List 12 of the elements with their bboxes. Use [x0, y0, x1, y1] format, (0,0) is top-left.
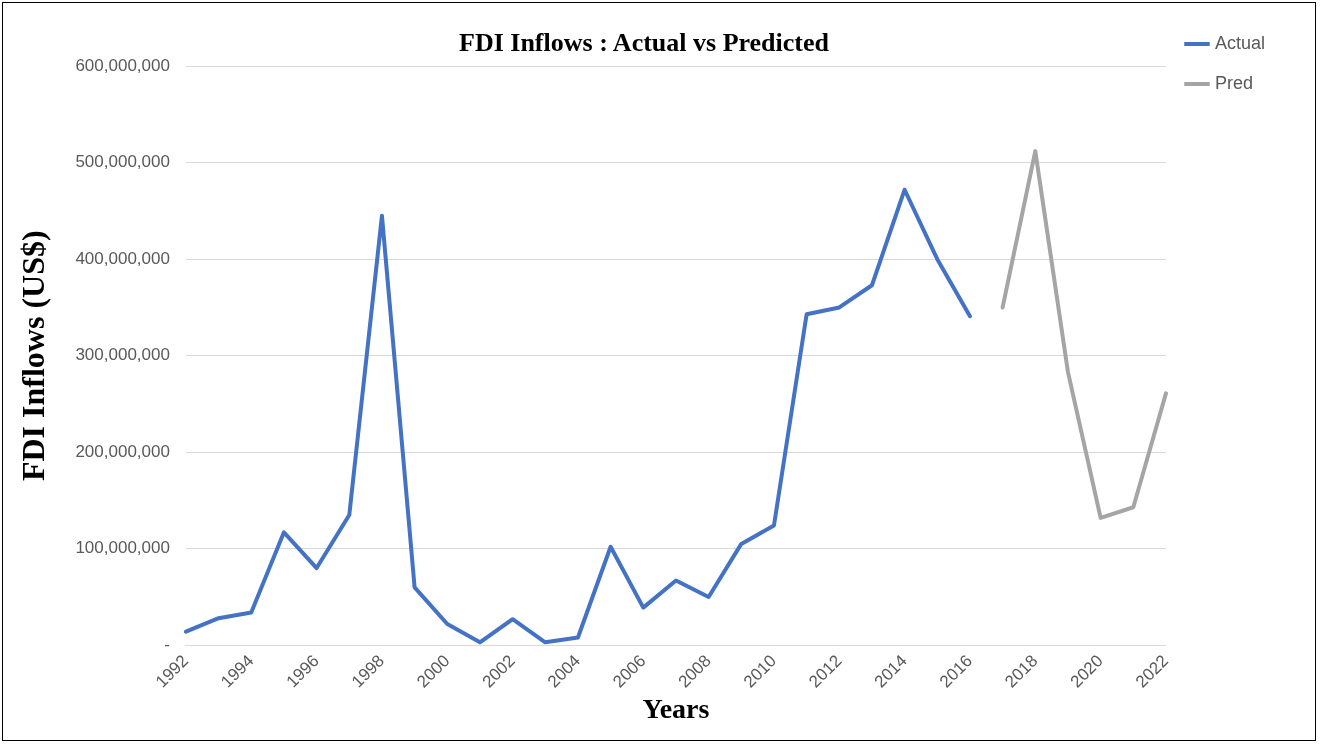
- y-tick-label: 100,000,000: [75, 538, 170, 558]
- y-tick-label: 400,000,000: [75, 248, 170, 268]
- y-axis-title: FDI Inflows (US$): [15, 230, 52, 482]
- y-tick-label: 600,000,000: [75, 55, 170, 75]
- legend-label: Pred: [1214, 72, 1253, 93]
- y-tick-label: 300,000,000: [75, 345, 170, 365]
- y-tick-label: 200,000,000: [75, 441, 170, 461]
- x-axis-title: Years: [642, 693, 710, 725]
- chart-title: FDI Inflows : Actual vs Predicted: [458, 28, 830, 58]
- legend-label: Actual: [1214, 32, 1265, 53]
- y-tick-label: 500,000,000: [75, 152, 170, 172]
- y-tick-label: -: [164, 634, 170, 654]
